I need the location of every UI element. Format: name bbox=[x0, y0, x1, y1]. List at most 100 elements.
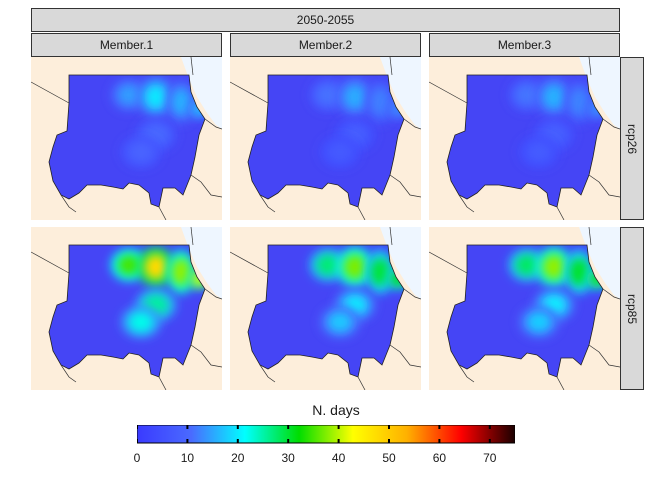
country-border bbox=[403, 118, 421, 130]
sudan-outline bbox=[247, 244, 405, 378]
hotspot-north-centre bbox=[343, 84, 367, 110]
map-panel-rcp85-member-2 bbox=[230, 227, 421, 390]
map-panel-rcp26-member-2 bbox=[230, 57, 421, 220]
red-sea bbox=[579, 227, 620, 299]
hotspot-north-centre bbox=[542, 84, 566, 110]
hotspot-nile-east bbox=[370, 258, 390, 286]
sudan-outline bbox=[446, 244, 604, 378]
hotspot-nile-east bbox=[370, 88, 390, 116]
legend-tick-label: 50 bbox=[382, 451, 396, 465]
country-border bbox=[458, 194, 475, 213]
country-border bbox=[389, 57, 393, 76]
sudan-outline bbox=[48, 244, 206, 378]
country-border bbox=[190, 174, 222, 198]
legend-title: N. days bbox=[312, 402, 360, 418]
hotspot-north-west bbox=[515, 84, 539, 106]
legend-tick-label: 10 bbox=[180, 451, 195, 465]
country-border bbox=[158, 206, 167, 220]
facet-strip-member-2-label: Member.2 bbox=[298, 38, 353, 52]
red-sea bbox=[181, 57, 222, 129]
country-border bbox=[259, 364, 276, 383]
country-border bbox=[389, 344, 421, 368]
map-panel-rcp85-member-3 bbox=[429, 227, 620, 390]
country-border bbox=[190, 344, 222, 368]
hotspot-south-east bbox=[526, 311, 552, 333]
country-border bbox=[588, 174, 620, 198]
facet-strip-period-label: 2050-2055 bbox=[296, 13, 355, 27]
legend-tick-label: 70 bbox=[483, 451, 497, 465]
hotspot-north-west bbox=[117, 254, 141, 276]
country-border bbox=[204, 118, 222, 130]
facet-strip-member-2: Member.2 bbox=[230, 33, 421, 57]
map-panel-rcp26-member-1 bbox=[31, 57, 222, 220]
hotspot-north-centre bbox=[343, 254, 367, 280]
hotspot-south-east bbox=[128, 141, 154, 163]
country-border bbox=[259, 194, 276, 213]
legend-tick-label: 30 bbox=[281, 451, 295, 465]
facet-strip-member-3-label: Member.3 bbox=[497, 38, 552, 52]
country-border bbox=[588, 57, 592, 76]
legend-tick-label: 20 bbox=[231, 451, 245, 465]
facet-strip-member-3: Member.3 bbox=[429, 33, 620, 57]
sudan-outline bbox=[247, 74, 405, 208]
hotspot-nile-east bbox=[569, 258, 589, 286]
map-panel-rcp26-member-3 bbox=[429, 57, 620, 220]
hotspot-nile-east bbox=[171, 88, 191, 116]
hotspot-south-east bbox=[526, 141, 552, 163]
country-border bbox=[602, 288, 620, 300]
country-border bbox=[31, 251, 70, 274]
hotspot-north-west bbox=[316, 254, 340, 276]
country-border bbox=[357, 206, 366, 220]
facet-strip-rcp85: rcp85 bbox=[620, 227, 644, 390]
country-border bbox=[588, 344, 620, 368]
sudan-outline bbox=[446, 74, 604, 208]
hotspot-north-west bbox=[316, 84, 340, 106]
hotspot-south-east bbox=[327, 311, 353, 333]
country-border bbox=[230, 81, 269, 104]
facet-strip-member-1-label: Member.1 bbox=[99, 38, 154, 52]
hotspot-nile-east bbox=[171, 258, 191, 286]
country-border bbox=[389, 227, 393, 246]
country-border bbox=[556, 206, 565, 220]
country-border bbox=[429, 251, 468, 274]
legend-colorbar bbox=[137, 425, 515, 444]
sudan-outline bbox=[48, 74, 206, 208]
country-border bbox=[389, 174, 421, 198]
hotspot-north-centre bbox=[542, 254, 566, 280]
facet-strip-member-1: Member.1 bbox=[31, 33, 222, 57]
red-sea bbox=[380, 227, 421, 299]
hotspot-north-centre bbox=[144, 84, 168, 110]
facet-strip-period: 2050-2055 bbox=[31, 8, 620, 32]
red-sea bbox=[579, 57, 620, 129]
country-border bbox=[458, 364, 475, 383]
red-sea bbox=[380, 57, 421, 129]
country-border bbox=[602, 118, 620, 130]
country-border bbox=[204, 288, 222, 300]
hotspot-south-east bbox=[327, 141, 353, 163]
country-border bbox=[357, 376, 366, 390]
hotspot-nile-east bbox=[569, 88, 589, 116]
legend-tick-label: 60 bbox=[432, 451, 447, 465]
red-sea bbox=[181, 227, 222, 299]
legend-tick-label: 0 bbox=[133, 451, 141, 465]
hotspot-south-east bbox=[128, 311, 154, 333]
country-border bbox=[60, 194, 77, 213]
facet-strip-rcp85-label: rcp85 bbox=[625, 293, 639, 324]
country-border bbox=[190, 57, 194, 76]
facet-strip-rcp26-label: rcp26 bbox=[625, 123, 639, 154]
country-border bbox=[429, 81, 468, 104]
hotspot-north-west bbox=[117, 84, 141, 106]
hotspot-layer bbox=[509, 247, 603, 338]
country-border bbox=[556, 376, 565, 390]
country-border bbox=[158, 376, 167, 390]
country-border bbox=[190, 227, 194, 246]
map-panel-rcp85-member-1 bbox=[31, 227, 222, 390]
facet-strip-rcp26: rcp26 bbox=[620, 57, 644, 220]
country-border bbox=[31, 81, 70, 104]
hotspot-north-west bbox=[515, 254, 539, 276]
country-border bbox=[230, 251, 269, 274]
country-border bbox=[588, 227, 592, 246]
legend-tick-label: 40 bbox=[331, 451, 346, 465]
country-border bbox=[60, 364, 77, 383]
hotspot-north-centre bbox=[144, 254, 168, 280]
